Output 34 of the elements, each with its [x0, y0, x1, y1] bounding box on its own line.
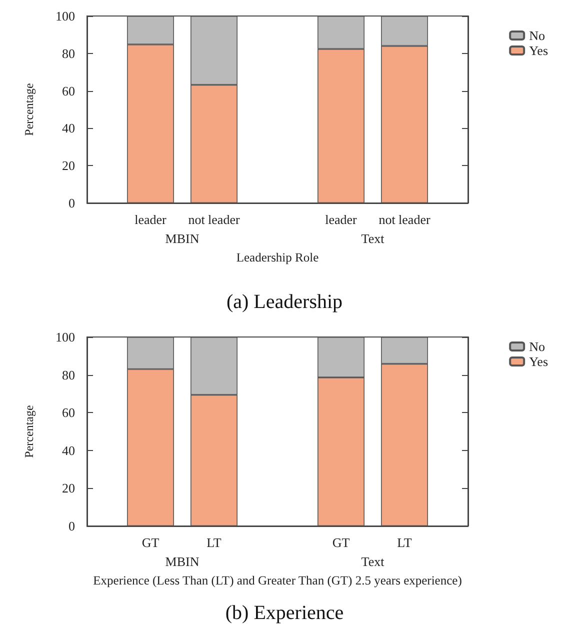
x-tick-label: LT — [397, 535, 412, 550]
y-axis-title: Percentage — [22, 83, 36, 136]
text: Text — [361, 554, 385, 569]
x-tick-label: GT — [332, 535, 350, 550]
x-tick-label: not leader — [378, 212, 431, 227]
x-tick-label: not leader — [188, 212, 240, 227]
y-tick-label: 60 — [62, 83, 75, 98]
legend-label: No — [529, 28, 545, 43]
y-tick-label: 0 — [68, 518, 75, 534]
text: (a) Leadership — [226, 291, 343, 313]
text: MBIN — [165, 231, 200, 246]
y-tick-label: 20 — [62, 480, 75, 496]
x-axis-title: Leadership Role — [236, 250, 320, 264]
y-tick-label: 100 — [56, 330, 75, 344]
y-tick-label: 80 — [62, 46, 75, 61]
y-tick-label: 60 — [62, 405, 75, 420]
x-tick-label: GT — [142, 535, 160, 550]
x-tick-label: LT — [206, 535, 222, 550]
text: (b) Experience — [225, 602, 344, 624]
text: MBIN — [165, 554, 200, 569]
y-tick-label: 80 — [62, 367, 75, 382]
y-tick-label: 0 — [68, 196, 75, 210]
y-tick-label: 40 — [62, 120, 75, 136]
y-tick-label: 100 — [56, 8, 75, 24]
x-tick-label: leader — [325, 212, 358, 227]
y-tick-label: 20 — [62, 158, 75, 174]
legend-label: No — [529, 339, 545, 354]
y-tick-label: 40 — [62, 442, 75, 458]
legend-label: Yes — [529, 43, 548, 58]
legend-label: Yes — [529, 354, 548, 369]
y-axis-title: Percentage — [22, 405, 36, 458]
x-tick-label: leader — [134, 212, 168, 227]
x-axis-title: Experience (Less Than (LT) and Greater Than (GT) 2.5 years experience) — [93, 574, 462, 588]
text: Text — [361, 231, 385, 246]
